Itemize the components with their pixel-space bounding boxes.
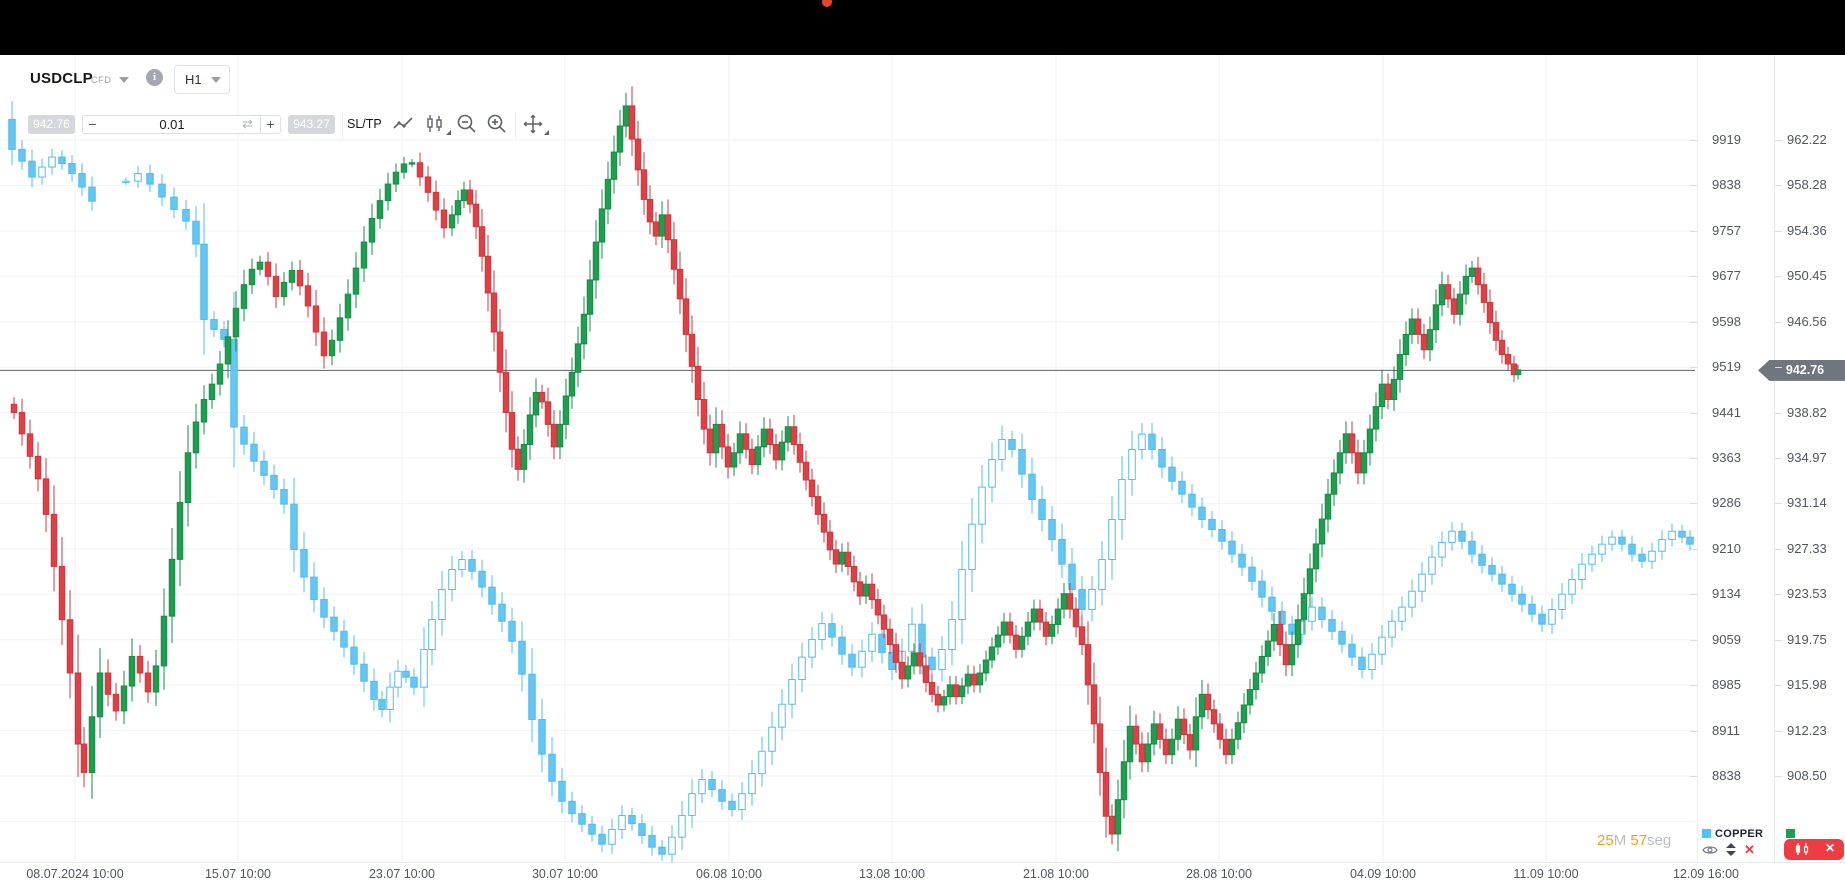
timer-seconds-unit: seg — [1647, 832, 1672, 849]
usdclp-scale-label: 958.28 — [1787, 177, 1827, 193]
copper-scale-label: 9441 — [1712, 404, 1741, 420]
usdclp-scale-label: 954.36 — [1787, 222, 1827, 238]
pan-dropdown-corner-icon — [544, 130, 549, 135]
copper-scale-label: 9363 — [1712, 450, 1741, 465]
copper-scale-label: 9757 — [1712, 222, 1741, 238]
copper-scale-label: 9059 — [1712, 631, 1741, 647]
badge-close-icon[interactable]: ✕ — [1824, 841, 1835, 855]
timer-minutes-unit: M — [1613, 832, 1631, 849]
date-label: 11.09 10:00 — [1513, 867, 1579, 881]
copper-scale-label: 8911 — [1712, 722, 1740, 738]
badge-candles-icon — [1794, 842, 1812, 861]
copper-scale-label: 8838 — [1712, 768, 1741, 783]
usdclp-scale-label: 946.56 — [1787, 313, 1827, 329]
timeframe-caret-icon — [211, 77, 221, 83]
timer-minutes: 25 — [1597, 832, 1614, 849]
date-label: 30.07 10:00 — [531, 867, 599, 881]
volume-input[interactable] — [122, 116, 222, 133]
time-axis[interactable]: 08.07.2024 10:00 15.07 10:00 23.07 10:00 30… — [0, 862, 1845, 886]
symbol-dropdown-caret-icon[interactable] — [119, 77, 129, 83]
date-label: 12.09 16:00 — [1672, 867, 1740, 881]
timeframe-value: H1 — [185, 72, 202, 87]
usdclp-scale-label: 931.14 — [1787, 495, 1827, 511]
copper-series-tools: ✕ — [1702, 842, 1762, 858]
copper-swatch-icon — [1702, 829, 1711, 838]
sltp-button[interactable]: SL/TP — [347, 117, 382, 131]
buy-price-button[interactable]: 943.27 — [288, 115, 335, 134]
toolbar-separator — [342, 112, 343, 138]
instrument-type-badge: CFD — [91, 75, 112, 85]
usdclp-scale-label: 962.22 — [1787, 132, 1827, 147]
legend-label: COPPER — [1715, 828, 1764, 840]
usdclp-scale-label: 938.82 — [1787, 404, 1827, 420]
candles-chart-type-icon[interactable] — [424, 113, 448, 137]
usdclp-scale-label: 915.98 — [1787, 677, 1827, 693]
copper-scale-label: 8985 — [1712, 677, 1741, 693]
chart-legend: 25M 57seg COPPER USDCLP ✕ ✕ — [1595, 820, 1845, 862]
volume-refresh-icon[interactable]: ⇄ — [242, 116, 253, 131]
zoom-out-icon[interactable] — [456, 113, 480, 137]
gridlines — [0, 55, 1695, 862]
legend-item-usdclp[interactable]: USDCLP — [1786, 824, 1845, 858]
volume-field-wrap: ⇄ — [102, 115, 261, 134]
date-label: 06.08 10:00 — [695, 867, 763, 881]
usdclp-scale-label: 927.33 — [1787, 540, 1827, 556]
date-label: 08.07.2024 10:00 — [26, 867, 124, 881]
visibility-eye-icon[interactable] — [1702, 843, 1718, 861]
timeframe-select[interactable]: H1 — [174, 65, 230, 94]
sell-price-button[interactable]: 942.76 — [28, 115, 75, 134]
copper-scale-label: 9519 — [1712, 359, 1741, 375]
date-label: 15.07 10:00 — [204, 867, 272, 881]
copper-scale-label: 9210 — [1712, 540, 1741, 556]
chart-toolbar: USDCLP CFD i H1 942.76 − ⇄ + 943.27 SL/T… — [0, 55, 1700, 140]
date-label: 13.08 10:00 — [858, 867, 926, 881]
reorder-arrows-icon[interactable] — [1726, 843, 1736, 856]
copper-scale-label: 9677 — [1712, 268, 1741, 284]
usdclp-series — [10, 86, 1522, 852]
info-icon[interactable]: i — [146, 69, 163, 86]
usdclp-scale-label: 919.75 — [1787, 631, 1827, 647]
volume-decrease-button[interactable]: − — [82, 115, 103, 134]
remove-series-icon[interactable]: ✕ — [1744, 842, 1755, 857]
copper-scale-label: 9134 — [1712, 586, 1741, 602]
copper-scale-label: 9838 — [1712, 177, 1741, 193]
scale-column-divider — [1774, 55, 1775, 862]
usdclp-scale-label: 908.50 — [1787, 768, 1827, 783]
legend-item-copper[interactable]: COPPER — [1702, 824, 1763, 840]
copper-scale-label: 9598 — [1712, 313, 1741, 329]
current-price-tag: 942.76 — [1758, 359, 1845, 381]
date-label: 28.08 10:00 — [1185, 867, 1253, 881]
price-scale[interactable]: 942.76 9919 962.22 9838 958.28 9757 954.36 967… — [1690, 55, 1845, 862]
copper-scale-label: 9286 — [1712, 495, 1741, 511]
usdclp-scale-label: 934.97 — [1787, 450, 1827, 465]
copper-scale-label: 9919 — [1712, 132, 1741, 147]
usdclp-swatch-icon — [1786, 829, 1795, 838]
usdclp-scale-label: 950.45 — [1787, 268, 1827, 284]
date-label: 04.09 10:00 — [1349, 867, 1417, 881]
top-black-bar — [0, 0, 1845, 55]
candle-countdown-timer: 25M 57seg — [1597, 832, 1671, 849]
usdclp-scale-label: 923.53 — [1787, 586, 1827, 602]
usdclp-active-badge[interactable]: ✕ — [1784, 839, 1844, 860]
usdclp-scale-label: 912.23 — [1787, 722, 1827, 738]
chart-canvas[interactable] — [0, 0, 1695, 885]
candles-dropdown-corner-icon — [446, 130, 451, 135]
record-indicator-dot — [822, 0, 832, 7]
timer-seconds: 57 — [1630, 832, 1648, 849]
toolbar-separator — [515, 112, 516, 138]
date-label: 21.08 10:00 — [1022, 867, 1090, 881]
date-label: 23.07 10:00 — [368, 867, 436, 881]
copper-series — [8, 100, 1694, 865]
pan-move-icon[interactable] — [522, 113, 546, 137]
symbol-name: USDCLP — [30, 70, 93, 87]
zoom-in-icon[interactable] — [486, 113, 510, 137]
volume-increase-button[interactable]: + — [260, 115, 281, 134]
line-chart-type-icon[interactable] — [392, 113, 416, 137]
